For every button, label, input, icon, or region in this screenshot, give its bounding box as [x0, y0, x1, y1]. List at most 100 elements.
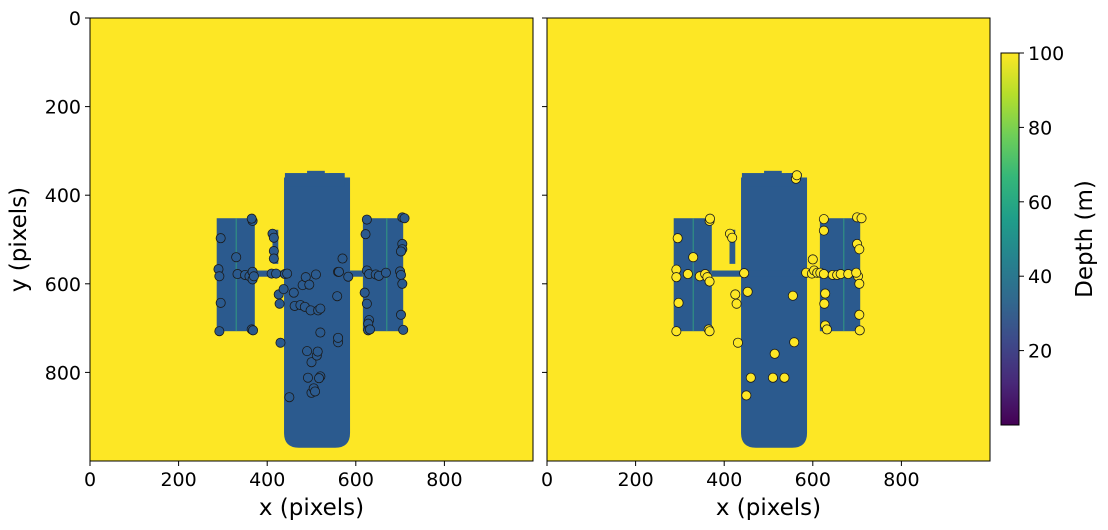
object-part	[329, 173, 341, 179]
sample-point	[395, 269, 406, 280]
y-tick-label: 400	[45, 185, 81, 207]
sample-point	[672, 233, 683, 244]
sample-point	[704, 326, 715, 337]
colorbar-tick-label: 60	[1028, 192, 1052, 214]
sample-point	[818, 214, 829, 225]
sample-point	[787, 290, 798, 301]
sample-point	[380, 267, 391, 278]
sample-point	[854, 278, 865, 289]
sample-point	[673, 297, 684, 308]
sample-point	[820, 288, 831, 299]
colorbar-tick-label: 80	[1028, 117, 1052, 139]
sample-point	[397, 278, 408, 289]
sample-point	[807, 254, 818, 265]
sample-point	[271, 268, 282, 279]
sample-point	[310, 386, 321, 397]
x-tick-label: 600	[795, 469, 831, 491]
sample-point	[741, 390, 752, 401]
sample-point	[819, 298, 830, 309]
sample-point	[742, 286, 753, 297]
sample-point	[818, 225, 829, 236]
sample-point	[304, 279, 315, 290]
object-part	[711, 270, 820, 277]
sample-point	[854, 309, 865, 320]
sample-point	[268, 232, 279, 243]
colorbar-gradient	[1001, 53, 1019, 425]
sample-point	[214, 271, 225, 282]
sample-point	[364, 324, 375, 335]
sample-point	[779, 372, 790, 383]
sample-point	[671, 326, 682, 337]
sample-point	[275, 337, 286, 348]
sample-point	[727, 232, 738, 243]
sample-point	[361, 214, 372, 225]
x-tick-label: 800	[883, 469, 919, 491]
sample-point	[268, 253, 279, 264]
colorbar: 20 40 60 80 100 Depth (m)	[1000, 43, 1098, 426]
sample-point	[856, 213, 867, 224]
x-tick-label: 400	[249, 469, 285, 491]
sample-point	[769, 348, 780, 359]
sample-point	[343, 271, 354, 282]
y-tick-label: 200	[45, 97, 81, 119]
sample-point	[732, 337, 743, 348]
sample-point	[705, 213, 716, 224]
sample-point	[312, 346, 323, 357]
sample-point	[395, 309, 406, 320]
sample-point	[730, 289, 741, 300]
x-tick-label: 600	[338, 469, 374, 491]
object-part	[786, 173, 798, 179]
object-body	[741, 177, 808, 448]
sample-point	[854, 244, 865, 255]
panel-2: 0 200 400 600 800 x (pixels)	[541, 17, 991, 521]
y-tick-label: 0	[69, 8, 81, 30]
sample-point	[248, 325, 259, 336]
axes-frame	[546, 17, 991, 462]
sample-point	[246, 213, 257, 224]
sample-point	[791, 170, 802, 181]
sample-point	[215, 233, 226, 244]
colorbar-frame	[1000, 52, 1020, 426]
sample-point	[284, 392, 295, 403]
sample-point	[361, 298, 372, 309]
sample-point	[274, 298, 285, 309]
object-part	[307, 170, 325, 178]
x-axis-label: x (pixels)	[259, 495, 364, 521]
sample-point	[310, 269, 321, 280]
sample-point	[682, 269, 693, 280]
sample-point	[282, 268, 293, 279]
x-axis-label: x (pixels)	[716, 495, 821, 521]
colorbar-tick-label: 100	[1028, 43, 1064, 65]
sample-point	[248, 271, 259, 282]
x-tick-label: 0	[541, 469, 553, 491]
sample-point	[360, 229, 371, 240]
sample-point	[851, 267, 862, 278]
y-tick-label: 600	[45, 274, 81, 296]
x-tick-label: 200	[617, 469, 653, 491]
sample-point	[333, 266, 344, 277]
sample-point	[315, 303, 326, 314]
sample-point	[215, 297, 226, 308]
sample-point	[739, 268, 750, 279]
y-tick-label: 800	[45, 362, 81, 384]
panel-1: 0 200 400 600 800 0 200 400 600 800 x (pixels) y (p…	[6, 8, 534, 521]
sample-point	[278, 284, 289, 295]
sample-point	[359, 287, 370, 298]
colorbar-tick-label: 20	[1028, 341, 1052, 363]
sample-point	[688, 252, 699, 263]
y-axis-label: y (pixels)	[6, 187, 32, 292]
object-part	[729, 229, 736, 264]
sample-point	[315, 327, 326, 338]
sample-point	[337, 253, 348, 264]
object-silhouette	[673, 170, 861, 448]
sample-point	[854, 325, 865, 336]
x-tick-label: 400	[706, 469, 742, 491]
colorbar-label: Depth (m)	[1072, 180, 1098, 298]
sample-point	[231, 252, 242, 263]
sample-point	[399, 213, 410, 224]
sample-point	[395, 246, 406, 257]
colorbar-tick-label: 40	[1028, 266, 1052, 288]
x-tick-label: 200	[160, 469, 196, 491]
axes-frame	[89, 17, 534, 462]
